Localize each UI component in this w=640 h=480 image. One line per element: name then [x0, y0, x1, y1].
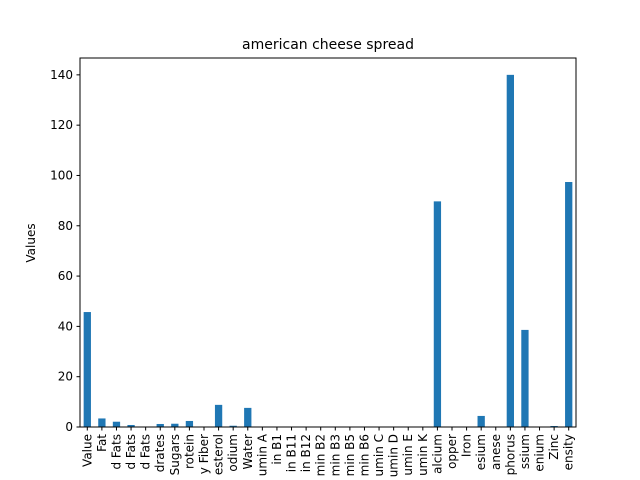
x-tick-label-19: min B6	[357, 434, 371, 476]
x-tick-label-6: Sugars	[168, 434, 182, 475]
bar-33	[565, 182, 573, 427]
x-tick-label-31: enium	[533, 434, 547, 472]
bar-0	[83, 312, 91, 427]
x-tick-label-25: opper	[445, 434, 459, 469]
x-tick-label-20: umin C	[372, 434, 386, 476]
y-axis-ticks: 0 20 40 60 80 100 120 140	[50, 68, 80, 434]
x-tick-label-1: Fat	[95, 434, 109, 452]
y-tick-label-2: 40	[58, 319, 73, 333]
x-tick-label-11: Water	[241, 434, 255, 470]
x-tick-label-12: umin A	[255, 433, 269, 476]
y-tick-label-6: 120	[50, 118, 73, 132]
x-tick-label-9: esterol	[212, 434, 226, 475]
y-tick-label-0: 0	[65, 420, 73, 434]
bar-24	[433, 201, 442, 427]
x-tick-label-5: drates	[153, 434, 167, 472]
bar-29	[506, 74, 514, 428]
bar-10	[229, 425, 237, 427]
x-tick-label-2: d Fats	[109, 434, 123, 470]
bar-2	[112, 421, 121, 427]
bar-3	[127, 424, 135, 427]
bar-30	[521, 329, 529, 427]
x-tick-label-15: in B12	[299, 434, 313, 472]
y-tick-label-4: 80	[58, 219, 73, 233]
bar-32	[550, 425, 558, 427]
x-tick-label-18: min B5	[343, 434, 357, 476]
x-tick-label-4: d Fats	[139, 434, 153, 470]
x-tick-label-10: odium	[226, 434, 240, 472]
bar-11	[244, 407, 252, 427]
x-tick-label-26: Iron	[460, 434, 474, 457]
bar-9	[214, 404, 223, 427]
x-tick-label-28: anese	[489, 434, 503, 470]
x-tick-label-16: min B2	[314, 434, 328, 476]
x-tick-label-29: phorus	[503, 434, 517, 475]
y-tick-label-3: 60	[58, 269, 73, 283]
x-tick-label-21: umin D	[387, 434, 401, 477]
bar-5	[156, 423, 164, 427]
bars	[83, 74, 573, 428]
x-tick-label-7: rotein	[182, 434, 196, 469]
x-tick-label-33: ensity	[562, 434, 576, 470]
x-tick-label-23: umin K	[416, 433, 430, 476]
x-tick-label-8: y Fiber	[197, 434, 211, 474]
x-tick-label-3: d Fats	[124, 434, 138, 470]
bar-1	[98, 418, 106, 427]
y-tick-label-5: 100	[50, 168, 73, 182]
x-tick-label-27: esium	[474, 434, 488, 470]
bar-7	[185, 420, 194, 427]
x-tick-label-32: Zinc	[547, 434, 561, 460]
x-tick-label-30: ssium	[518, 434, 532, 469]
y-axis-label: Values	[24, 223, 38, 262]
x-tick-label-14: in B11	[285, 434, 299, 472]
bar-27	[477, 415, 485, 427]
y-tick-label-1: 20	[58, 370, 73, 384]
x-tick-label-22: umin E	[401, 434, 415, 476]
x-axis-ticks: Value Fat d Fats d Fats d Fats drates Sugars ro…	[80, 427, 576, 477]
x-tick-label-17: min B3	[328, 434, 342, 476]
x-tick-label-24: alcium	[430, 434, 444, 474]
y-tick-label-7: 140	[50, 68, 73, 82]
x-tick-label-13: in B1	[270, 434, 284, 465]
x-tick-label-0: Value	[80, 434, 94, 467]
bar-6	[171, 423, 179, 427]
axes-frame	[79, 57, 577, 428]
chart-title: american cheese spread	[242, 37, 414, 53]
